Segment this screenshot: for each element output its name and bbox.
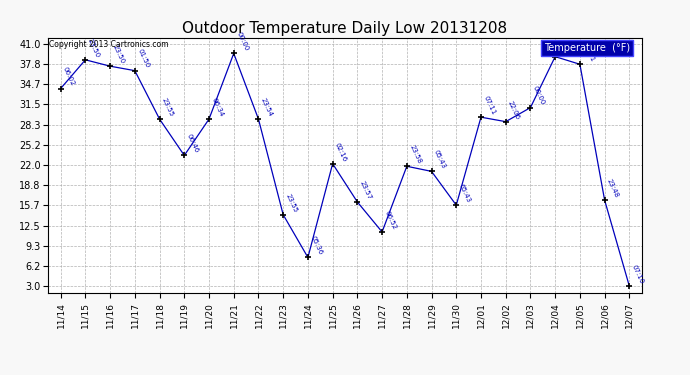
Text: 23:57: 23:57	[359, 180, 373, 201]
Text: Temperature  (°F): Temperature (°F)	[544, 43, 630, 52]
Text: 23:50: 23:50	[87, 38, 101, 58]
Text: 23:50: 23:50	[112, 44, 126, 65]
Text: 06:34: 06:34	[210, 97, 224, 118]
Text: 05:43: 05:43	[433, 149, 447, 170]
Text: 23:54: 23:54	[260, 97, 274, 118]
Text: 02:16: 02:16	[334, 141, 348, 162]
Text: 07:11: 07:11	[482, 95, 496, 116]
Text: 23:48: 23:48	[606, 178, 620, 199]
Text: 00:00: 00:00	[532, 85, 546, 106]
Text: 23:58: 23:58	[408, 144, 422, 165]
Text: 01:50: 01:50	[136, 48, 150, 69]
Text: 06:46: 06:46	[186, 133, 199, 154]
Text: 07:10: 07:10	[631, 264, 644, 285]
Text: 23:: 23:	[557, 42, 566, 55]
Text: 22:06: 22:06	[507, 99, 521, 120]
Text: 23:55: 23:55	[284, 193, 299, 213]
Text: Copyright 2013 Cartronics.com: Copyright 2013 Cartronics.com	[49, 40, 168, 49]
Text: 06:52: 06:52	[384, 210, 397, 231]
Text: 05:36: 05:36	[309, 235, 324, 256]
Text: 65:43: 65:43	[457, 183, 471, 204]
Text: 23:31: 23:31	[581, 42, 595, 63]
Text: 06:02: 06:02	[62, 66, 76, 87]
Title: Outdoor Temperature Daily Low 20131208: Outdoor Temperature Daily Low 20131208	[182, 21, 508, 36]
Text: 00:00: 00:00	[235, 31, 249, 52]
Text: 23:55: 23:55	[161, 97, 175, 118]
